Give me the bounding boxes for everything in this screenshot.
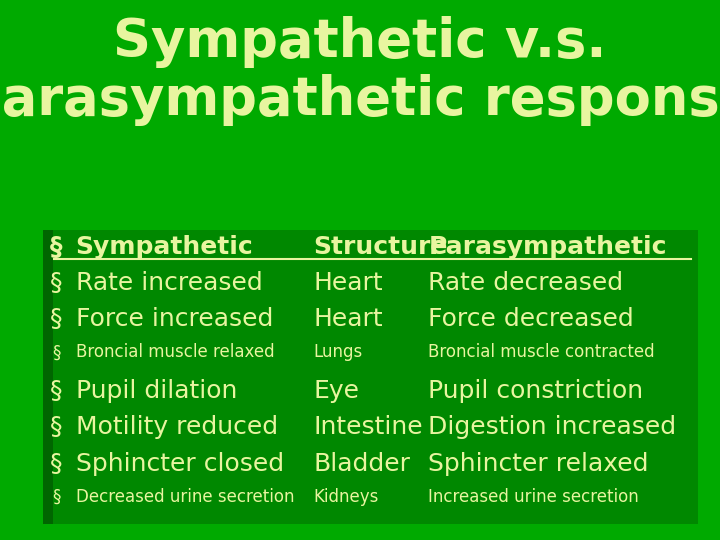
Text: Sympathetic: Sympathetic [76,235,253,259]
Text: Increased urine secretion: Increased urine secretion [428,488,639,505]
Text: §: § [50,307,63,331]
Text: Decreased urine secretion: Decreased urine secretion [76,488,294,505]
Text: Intestine: Intestine [313,415,423,440]
Text: Eye: Eye [313,379,359,403]
Text: Pupil dilation: Pupil dilation [76,379,237,403]
Text: Lungs: Lungs [313,343,362,361]
Text: Parasympathetic: Parasympathetic [428,235,667,259]
Text: §: § [50,415,63,440]
Text: Heart: Heart [313,271,383,295]
Text: Sphincter closed: Sphincter closed [76,451,284,476]
Text: Rate increased: Rate increased [76,271,262,295]
Text: Kidneys: Kidneys [313,488,379,505]
Text: §: § [50,451,63,476]
Text: Force increased: Force increased [76,307,273,331]
FancyBboxPatch shape [43,230,53,524]
Text: §: § [50,379,63,403]
FancyBboxPatch shape [43,230,698,524]
Text: Motility reduced: Motility reduced [76,415,278,440]
Text: §: § [52,343,60,361]
Text: §: § [52,488,60,505]
Text: Digestion increased: Digestion increased [428,415,677,440]
Text: Broncial muscle contracted: Broncial muscle contracted [428,343,655,361]
Text: Pupil constriction: Pupil constriction [428,379,644,403]
Text: Bladder: Bladder [313,451,410,476]
Text: Heart: Heart [313,307,383,331]
Text: Structure: Structure [313,235,448,259]
Text: Sphincter relaxed: Sphincter relaxed [428,451,649,476]
Text: §: § [50,235,63,259]
Text: Sympathetic v.s.
parasympathetic response: Sympathetic v.s. parasympathetic respons… [0,16,720,126]
Text: Force decreased: Force decreased [428,307,634,331]
Text: Rate decreased: Rate decreased [428,271,624,295]
Text: §: § [50,271,63,295]
Text: Broncial muscle relaxed: Broncial muscle relaxed [76,343,274,361]
